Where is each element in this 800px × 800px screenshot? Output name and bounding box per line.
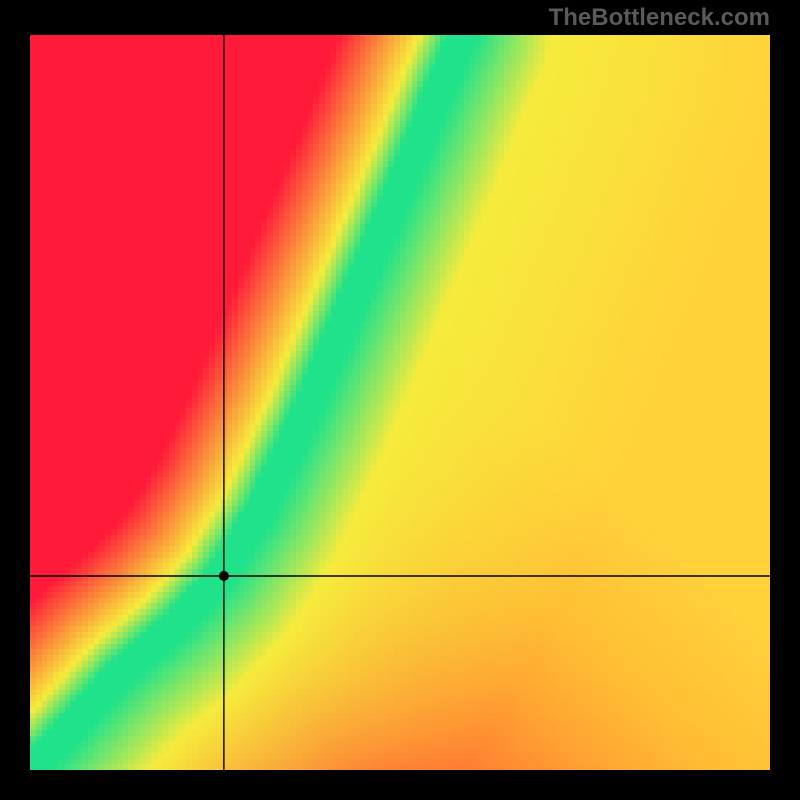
crosshair-overlay: [30, 35, 770, 770]
attribution-label: TheBottleneck.com: [549, 4, 770, 32]
chart-frame: TheBottleneck.com: [0, 0, 800, 800]
